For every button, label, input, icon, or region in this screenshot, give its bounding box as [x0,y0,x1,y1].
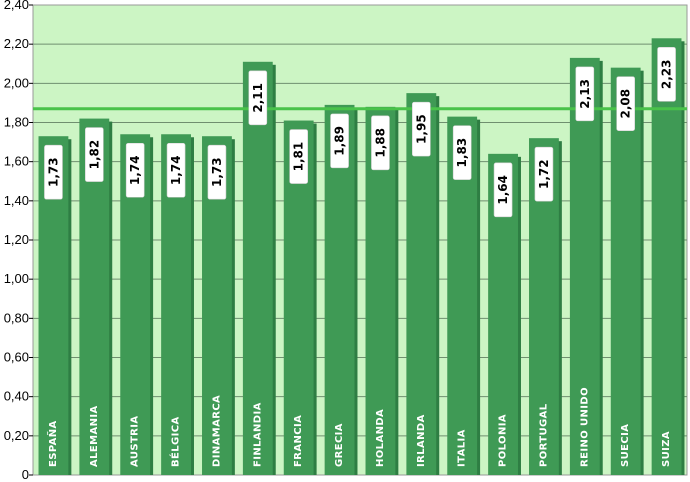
value-label: 2,08 [619,89,633,119]
y-tick-label: 0,20 [4,428,29,443]
value-label: 1,83 [455,138,469,168]
value-label-box [412,101,431,157]
bar [651,38,682,476]
category-label: REINO UNIDO [579,387,590,467]
value-label-box [248,70,268,126]
value-label-box [452,125,472,180]
category-label: ALEMANIA [89,405,100,467]
y-tick-label: 1,60 [4,154,29,169]
category-label: IRLANDA [416,414,427,467]
y-tick-label: 0,60 [4,350,29,365]
value-label: 1,74 [169,155,183,185]
value-label-box [44,144,63,200]
category-label: ITALIA [457,429,468,467]
y-tick-label: 0,80 [4,310,29,325]
y-tick-label: 1,20 [4,232,29,247]
y-tick-label: 2,20 [4,36,29,51]
value-label: 1,64 [496,175,510,205]
value-label-box [616,76,635,131]
value-label: 1,89 [333,126,347,156]
y-tick-label: 0 [22,467,29,482]
value-label: 2,13 [578,79,592,109]
value-label: 2,11 [251,83,265,113]
value-label: 1,72 [537,159,551,189]
value-label: 1,82 [87,140,101,170]
value-label-box [657,46,676,102]
bar [406,93,437,475]
value-label: 1,73 [210,157,224,187]
category-label: PORTUGAL [538,403,549,467]
category-label: FRANCIA [293,415,304,467]
y-tick-label: 1,40 [4,193,29,208]
value-label-box [289,129,308,184]
value-label-box [207,144,227,200]
value-label-box [575,66,595,122]
bar [569,57,600,475]
category-label: FINLANDIA [252,402,263,467]
y-tick-label: 1,00 [4,271,29,286]
value-label: 2,23 [660,59,674,89]
category-label: BÉLGICA [169,416,182,467]
category-label: GRECIA [334,423,345,467]
category-label: AUSTRIA [130,415,141,467]
bar [242,61,273,476]
value-label: 1,74 [128,155,142,185]
category-label: HOLANDA [375,409,386,467]
value-label: 1,73 [46,157,60,187]
value-label-box [85,127,104,182]
y-tick-label: 0,40 [4,389,29,404]
category-label: SUECIA [620,424,631,467]
y-axis: 0 0,20 0,40 0,60 0,80 1,00 1,20 1,40 1,60 1,80 2,0… [4,0,33,482]
value-label-box [371,115,390,171]
value-label: 1,88 [373,128,387,158]
value-label-box [330,113,349,169]
y-tick-label: 2,40 [4,0,29,12]
category-label: DINAMARCA [211,395,222,467]
value-label: 1,81 [292,142,306,172]
labels: 1,73 ESPAÑA 1,82 ALEMANIA 1,74 AUSTRIA 1,74 BÉL… [44,46,676,467]
category-label: ESPAÑA [46,420,59,467]
category-label: POLONIA [498,414,509,467]
value-label-box [125,142,145,198]
value-label-box [534,146,554,202]
bar [610,67,641,476]
y-tick-label: 1,80 [4,115,29,130]
value-label-box [493,162,513,218]
y-tick-label: 2,00 [4,75,29,90]
value-label-box [166,142,186,198]
value-label: 1,95 [414,114,428,144]
category-label: SUIZA [661,431,672,467]
